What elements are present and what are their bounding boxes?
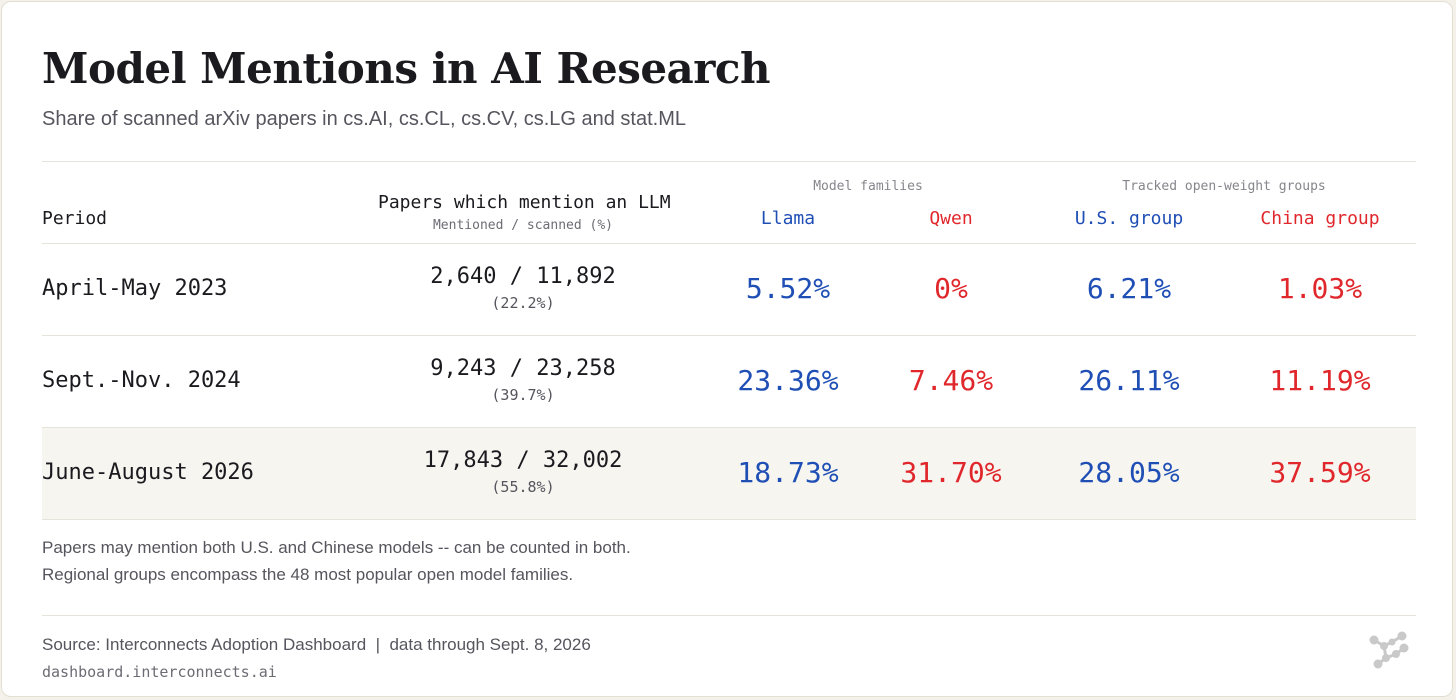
row-us-value: 6.21% [1086,272,1172,305]
header-us-group: U.S. group [1074,208,1184,229]
row-percent: (22.2%) [491,294,555,312]
header-qwen: Qwen [929,208,973,229]
interconnects-logo-icon [1369,631,1409,669]
header-group-open-weight: Tracked open-weight groups [1122,179,1326,194]
footnote-regional-groups: Regional groups encompass the 48 most po… [42,565,574,584]
header-papers: Papers which mention an LLM [378,192,671,213]
row-china-value: 37.59% [1269,456,1371,489]
row-llama-value: 23.36% [737,364,839,397]
row-us-value: 26.11% [1078,364,1180,397]
header-period: Period [42,208,108,229]
row-papers: 2,640 / 11,892 [430,264,616,289]
row-papers: 17,843 / 32,002 [423,448,623,473]
row-qwen-value: 31.70% [900,456,1002,489]
row-divider [42,335,1416,336]
row-period: Sept.-Nov. 2024 [42,368,241,393]
page-subtitle: Share of scanned arXiv papers in cs.AI, … [42,108,687,130]
header-china-group: China group [1260,208,1380,229]
row-divider [42,427,1416,428]
row-china-value: 1.03% [1277,272,1363,305]
header-group-model-families: Model families [813,179,923,194]
header-divider [42,243,1416,244]
row-papers: 9,243 / 23,258 [430,356,616,381]
dashboard-link[interactable]: dashboard.interconnects.ai [42,663,277,681]
row-percent: (55.8%) [491,478,555,496]
row-period: June-August 2026 [42,460,254,485]
row-llama-value: 18.73% [737,456,839,489]
table-row: April-May 2023 2,640 / 11,892 (22.2%) 5.… [42,244,1416,335]
top-divider [42,161,1416,162]
row-period: April-May 2023 [42,276,228,301]
header-llama: Llama [760,208,816,229]
source-text: Source: Interconnects Adoption Dashboard… [42,635,591,654]
header-papers-sub: Mentioned / scanned (%) [432,218,613,233]
row-china-value: 11.19% [1269,364,1371,397]
row-qwen-value: 0% [934,272,968,305]
row-qwen-value: 7.46% [908,364,994,397]
table-row: Sept.-Nov. 2024 9,243 / 23,258 (39.7%) 2… [42,336,1416,427]
table-row-highlighted: June-August 2026 17,843 / 32,002 (55.8%)… [42,428,1416,519]
page-title: Model Mentions in AI Research [42,44,771,93]
table-bottom-divider [42,519,1416,520]
row-llama-value: 5.52% [745,272,831,305]
footnote-overlap: Papers may mention both U.S. and Chinese… [42,538,631,557]
row-us-value: 28.05% [1078,456,1180,489]
footer-divider [42,615,1416,616]
row-percent: (39.7%) [491,386,555,404]
